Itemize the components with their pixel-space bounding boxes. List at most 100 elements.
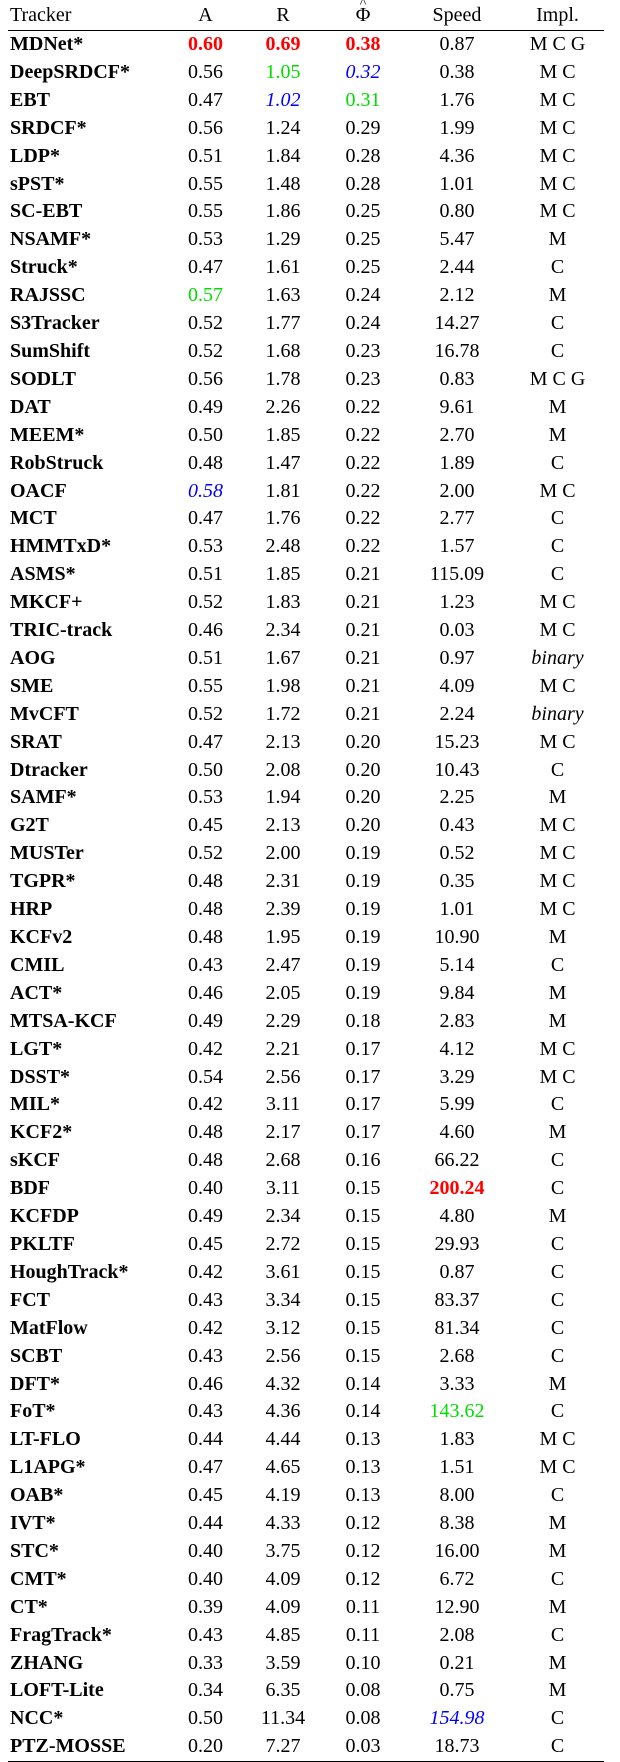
speed-cell: 10.43 [434,758,480,781]
robustness-cell: 1.67 [265,646,301,669]
tracker-name-cell: DFT* [10,1372,60,1395]
speed-cell: 1.01 [439,172,475,195]
tracker-name-cell: RobStruck [10,451,104,474]
accuracy-cell: 0.39 [188,1595,223,1618]
speed-cell: 18.73 [403,1733,511,1762]
accuracy-cell: 0.55 [188,200,223,223]
expected-overlap-cell: 0.20 [345,758,381,781]
table-row: LDP* 0.51 1.84 0.28 4.36 M C [8,143,604,171]
expected-overlap-cell: 0.17 [345,1037,381,1060]
table-row: TRIC-track 0.46 2.34 0.21 0.03 M C [8,617,604,645]
table-row: MKCF+ 0.52 1.83 0.21 1.23 M C [8,589,604,617]
speed-cell: 2.00 [439,479,475,502]
accuracy-cell: 0.42 [188,1316,223,1339]
expected-overlap-cell: 0.21 [345,674,381,697]
table-row: sKCF 0.48 2.68 0.16 66.22 C [8,1147,604,1175]
robustness-cell: 2.34 [265,1205,301,1228]
expected-overlap-cell: 0.17 [345,1093,381,1116]
table-row: BDF 0.40 3.11 0.15 200.24 C [8,1175,604,1203]
speed-cell: 1.99 [439,116,475,139]
robustness-cell: 4.19 [265,1484,301,1507]
speed-cell: 8.00 [439,1484,475,1507]
speed-cell: 154.98 [429,1707,485,1730]
tracker-name-cell: RAJSSC [10,284,86,307]
implementation-cell: M [548,1679,567,1702]
robustness-cell: 3.11 [265,1093,301,1116]
accuracy-cell: 0.48 [188,898,223,921]
tracker-name-cell: SumShift [10,339,91,362]
speed-cell: 0.83 [439,367,475,390]
table-row: MvCFT 0.52 1.72 0.21 2.24 binary [8,701,604,729]
implementation-cell: C [550,256,565,279]
implementation-cell: M [548,1372,567,1395]
implementation-cell: M [548,423,567,446]
speed-cell: 8.38 [439,1512,475,1535]
accuracy-cell: 0.20 [168,1733,243,1762]
speed-cell: 66.22 [434,1149,480,1172]
expected-overlap-cell: 0.21 [345,591,381,614]
implementation-cell: C [550,451,565,474]
robustness-cell: 3.11 [265,1177,301,1200]
tracker-name-cell: MKCF+ [10,591,83,614]
tracker-name-cell: AOG [10,646,56,669]
table-row: OAB* 0.45 4.19 0.13 8.00 C [8,1482,604,1510]
speed-cell: 3.33 [439,1372,475,1395]
speed-cell: 81.34 [434,1316,480,1339]
accuracy-cell: 0.42 [188,1037,223,1060]
expected-overlap-cell: 0.17 [345,1121,381,1144]
implementation-cell: M [548,284,567,307]
robustness-cell: 7.27 [243,1733,323,1762]
accuracy-cell: 0.55 [188,674,223,697]
implementation-cell: C [511,1733,604,1762]
accuracy-cell: 0.56 [188,367,223,390]
table-row: DFT* 0.46 4.32 0.14 3.33 M [8,1371,604,1399]
tracker-name-cell: LDP* [10,144,60,167]
expected-overlap-cell: 0.28 [345,144,381,167]
implementation-cell: C [550,312,565,335]
tracker-name-cell: LGT* [10,1037,63,1060]
robustness-cell: 2.56 [265,1344,301,1367]
accuracy-cell: 0.56 [188,116,223,139]
header-speed: Speed [403,0,511,31]
accuracy-cell: 0.50 [188,758,223,781]
robustness-cell: 1.61 [265,256,301,279]
expected-overlap-cell: 0.16 [345,1149,381,1172]
tracker-name-cell: OACF [10,479,67,502]
expected-overlap-cell: 0.08 [345,1707,381,1730]
implementation-cell: C [550,1400,565,1423]
table-row: SAMF* 0.53 1.94 0.20 2.25 M [8,784,604,812]
speed-cell: 2.44 [439,256,475,279]
table-row: SRDCF* 0.56 1.24 0.29 1.99 M C [8,115,604,143]
accuracy-cell: 0.50 [188,423,223,446]
robustness-cell: 3.59 [265,1651,301,1674]
table-row: CMT* 0.40 4.09 0.12 6.72 C [8,1566,604,1594]
accuracy-cell: 0.56 [188,60,223,83]
speed-cell: 1.76 [439,88,475,111]
speed-cell: 2.24 [439,702,475,725]
accuracy-cell: 0.43 [188,1400,223,1423]
speed-cell: 0.52 [439,842,475,865]
speed-cell: 0.43 [439,814,475,837]
speed-cell: 5.99 [439,1093,475,1116]
expected-overlap-cell: 0.19 [345,898,381,921]
robustness-cell: 1.98 [265,674,301,697]
robustness-cell: 3.75 [265,1539,301,1562]
accuracy-cell: 0.47 [188,1456,223,1479]
tracker-name-cell: sPST* [10,172,65,195]
accuracy-cell: 0.48 [188,451,223,474]
tracker-name-cell: EBT [10,88,51,111]
speed-cell: 10.90 [434,926,480,948]
tracker-name-cell: FoT* [10,1400,56,1423]
expected-overlap-cell: 0.31 [345,88,381,111]
accuracy-cell: 0.57 [188,284,223,307]
robustness-cell: 2.31 [265,870,301,893]
implementation-cell: M C [539,88,576,111]
expected-overlap-cell: 0.20 [345,786,381,809]
table-row: MDNet* 0.60 0.69 0.38 0.87 M C G [8,31,604,59]
tracker-name-cell: KCFDP [10,1205,79,1228]
speed-cell: 143.62 [429,1400,485,1423]
implementation-cell: C [550,1707,565,1730]
robustness-cell: 1.81 [265,479,301,502]
robustness-cell: 1.83 [265,591,301,614]
robustness-cell: 2.47 [265,953,301,976]
